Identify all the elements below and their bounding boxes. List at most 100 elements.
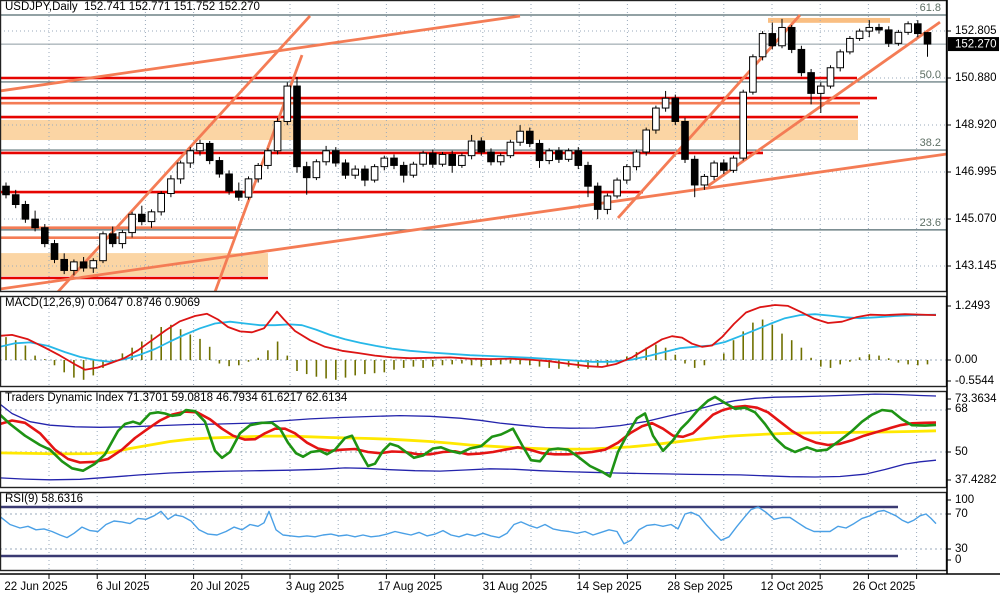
date-label: 14 Sep 2025 xyxy=(576,581,641,593)
candle xyxy=(836,49,845,72)
bear-candle-body xyxy=(797,48,806,74)
candle xyxy=(215,156,224,178)
bear-candle-body xyxy=(574,150,583,166)
indicator-axis-label: -0.5544 xyxy=(955,375,995,387)
bull-candle-body xyxy=(778,26,786,47)
candle xyxy=(108,226,117,248)
indicator-axis-label: 0 xyxy=(955,554,961,566)
bull-candle-body xyxy=(894,31,903,44)
trendline xyxy=(707,20,941,188)
price-axis-label: 145.070 xyxy=(955,213,997,225)
bull-candle-body xyxy=(89,260,98,269)
time-axis[interactable]: 22 Jun 2025 6 Jul 2025 20 Jul 2025 3 Aug 20… xyxy=(4,574,918,593)
candle xyxy=(399,161,408,183)
fib-level-label: 38.2 xyxy=(920,137,941,149)
candle xyxy=(370,164,379,183)
fib-level-label: 50.0 xyxy=(920,69,941,81)
candle xyxy=(283,82,292,126)
candle xyxy=(700,173,709,190)
candle xyxy=(758,31,767,61)
candle xyxy=(225,170,233,195)
bear-candle-body xyxy=(11,194,20,206)
candle xyxy=(710,160,718,181)
tdi-upper-band xyxy=(0,393,937,429)
tdi-lower-band xyxy=(0,459,937,481)
bull-candle-body xyxy=(254,164,262,180)
bull-candle-body xyxy=(661,97,670,109)
bear-candle-body xyxy=(448,153,456,166)
candle xyxy=(778,18,786,49)
candle xyxy=(904,21,912,35)
bear-candle-body xyxy=(235,190,243,198)
candle xyxy=(496,153,505,166)
candle xyxy=(690,155,699,198)
candle xyxy=(302,161,311,195)
bull-candle-body xyxy=(419,152,427,165)
bear-candle-body xyxy=(361,168,369,181)
bull-candle-body xyxy=(351,168,359,176)
candle xyxy=(409,161,418,178)
indicator-axis-label: 0.00 xyxy=(955,354,977,366)
candle xyxy=(574,147,583,170)
candle xyxy=(11,189,20,209)
candle xyxy=(894,29,903,46)
bull-candle-body xyxy=(836,51,845,69)
candle xyxy=(332,147,340,167)
candle xyxy=(681,117,689,163)
candle xyxy=(739,89,748,161)
candle xyxy=(613,177,621,199)
current-price-badge xyxy=(948,37,999,52)
macd-main-line xyxy=(0,304,937,371)
candle xyxy=(167,175,175,198)
candle xyxy=(584,161,592,198)
date-label: 3 Aug 2025 xyxy=(286,581,344,593)
candle xyxy=(264,148,272,170)
bear-candle-body xyxy=(584,164,592,187)
candle xyxy=(768,22,777,50)
bull-candle-body xyxy=(826,67,835,87)
candle xyxy=(487,148,495,166)
main-panel[interactable]: 61.8 50.0 38.2 23.6 xyxy=(0,0,947,295)
bull-candle-body xyxy=(409,163,418,176)
candle xyxy=(545,148,554,165)
candle xyxy=(846,36,854,55)
bear-candle-body xyxy=(681,120,689,160)
bear-candle-body xyxy=(138,213,146,223)
candle xyxy=(361,165,369,187)
candle xyxy=(516,125,524,146)
candle xyxy=(593,182,602,220)
bull-candle-body xyxy=(370,166,379,181)
price-axis-label: 143.145 xyxy=(955,260,997,272)
bear-candle-body xyxy=(593,185,602,210)
price-axis-label: 152.805 xyxy=(955,25,997,37)
candle xyxy=(235,182,243,201)
bull-candle-body xyxy=(99,233,107,262)
price-axis[interactable]: 152.805 150.880 148.920 146.995 145.070 143.1… xyxy=(0,0,1000,575)
candle xyxy=(390,154,398,170)
candle xyxy=(797,45,806,77)
bull-candle-body xyxy=(283,85,292,122)
candle xyxy=(419,150,427,167)
bull-candle-body xyxy=(758,33,767,58)
candle xyxy=(855,28,864,41)
indicator-axis-label: 1.2493 xyxy=(955,300,990,312)
bear-candle-body xyxy=(914,23,922,35)
candle xyxy=(826,65,835,89)
bear-candle-body xyxy=(50,243,59,260)
bear-candle-body xyxy=(720,162,728,171)
date-label: 20 Jul 2025 xyxy=(190,581,249,593)
candle xyxy=(535,139,544,168)
bull-candle-body xyxy=(710,162,718,177)
bull-candle-body xyxy=(700,175,709,186)
candle xyxy=(642,127,651,156)
bull-candle-body xyxy=(322,150,330,163)
date-label: 6 Jul 2025 xyxy=(96,581,149,593)
bear-candle-body xyxy=(477,140,486,153)
bull-candle-body xyxy=(467,140,476,157)
bear-candle-body xyxy=(31,218,39,229)
trendline xyxy=(0,14,521,93)
candle xyxy=(244,176,253,200)
bull-candle-body xyxy=(817,85,825,94)
